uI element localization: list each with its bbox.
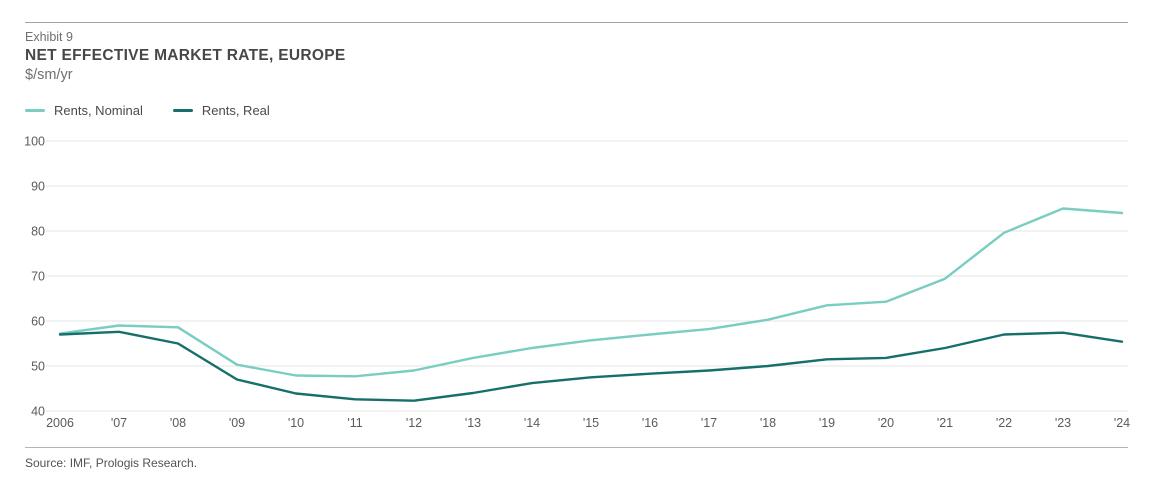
x-tick-label: '18 [760, 416, 776, 430]
page-title: NET EFFECTIVE MARKET RATE, EUROPE [25, 47, 346, 64]
nominal-line-swatch-icon [25, 109, 45, 112]
legend-item-real: Rents, Real [172, 103, 270, 118]
x-tick-label: '15 [583, 416, 599, 430]
x-tick-label: '23 [1055, 416, 1071, 430]
legend-label-real: Rents, Real [201, 103, 270, 118]
x-tick-label: '19 [819, 416, 835, 430]
x-tick-label: '07 [111, 416, 127, 430]
y-tick-label: 100 [24, 135, 45, 149]
source-note: Source: IMF, Prologis Research. [25, 456, 198, 470]
chart-legend: Rents, Nominal Rents, Real [25, 103, 270, 118]
x-tick-label: '16 [642, 416, 658, 430]
x-tick-label: '20 [878, 416, 894, 430]
x-tick-label: '11 [347, 416, 362, 430]
real-line-swatch-icon [172, 109, 193, 112]
x-tick-label: '08 [170, 416, 186, 430]
top-divider [25, 22, 1128, 23]
series-line-rents-real [58, 330, 1124, 402]
x-tick-label: '12 [406, 416, 422, 430]
x-tick-label: '24 [1114, 416, 1130, 430]
y-tick-label: 80 [31, 225, 45, 239]
x-tick-label: '21 [937, 416, 953, 430]
chart-units-label: $/sm/yr [25, 67, 73, 83]
y-tick-label: 90 [31, 180, 45, 194]
y-tick-label: 70 [31, 270, 45, 284]
x-tick-label: '09 [229, 416, 245, 430]
y-tick-label: 50 [31, 360, 45, 374]
y-tick-label: 60 [31, 315, 45, 329]
bottom-divider [25, 447, 1128, 448]
x-tick-label: '10 [288, 416, 304, 430]
x-tick-label: '14 [524, 416, 540, 430]
x-tick-label: '13 [465, 416, 481, 430]
x-tick-label: '17 [701, 416, 717, 430]
x-tick-label: 2006 [46, 416, 74, 430]
y-tick-label: 40 [31, 405, 45, 419]
legend-label-nominal: Rents, Nominal [54, 103, 143, 118]
legend-item-nominal: Rents, Nominal [25, 103, 143, 118]
x-tick-label: '22 [996, 416, 1012, 430]
exhibit-label: Exhibit 9 [25, 30, 73, 44]
series-line-rents-nominal [58, 207, 1124, 378]
